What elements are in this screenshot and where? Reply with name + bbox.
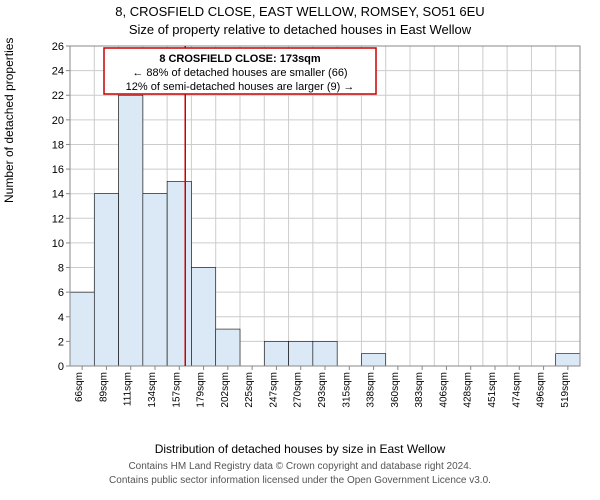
y-tick-label: 4 bbox=[58, 312, 64, 324]
x-tick-label: 315sqm bbox=[341, 372, 352, 408]
y-tick-label: 26 bbox=[52, 41, 64, 53]
histogram-bar bbox=[556, 354, 580, 366]
callout-line-1: 8 CROSFIELD CLOSE: 173sqm bbox=[159, 53, 321, 65]
x-tick-label: 406sqm bbox=[438, 372, 449, 408]
y-tick-label: 12 bbox=[52, 213, 64, 225]
callout-line-3: 12% of semi-detached houses are larger (… bbox=[126, 81, 355, 93]
histogram-bar bbox=[167, 181, 191, 366]
title-address: 8, CROSFIELD CLOSE, EAST WELLOW, ROMSEY,… bbox=[0, 4, 600, 19]
x-tick-label: 451sqm bbox=[487, 372, 498, 408]
histogram-bar bbox=[361, 354, 385, 366]
y-tick-label: 0 bbox=[58, 361, 64, 373]
histogram-bar bbox=[94, 194, 118, 366]
y-tick-label: 18 bbox=[52, 139, 64, 151]
y-tick-label: 16 bbox=[52, 164, 64, 176]
x-tick-label: 247sqm bbox=[268, 372, 279, 408]
chart-container: 8, CROSFIELD CLOSE, EAST WELLOW, ROMSEY,… bbox=[0, 0, 600, 500]
x-tick-label: 293sqm bbox=[317, 372, 328, 408]
histogram-bar bbox=[119, 95, 143, 366]
histogram-bar bbox=[289, 341, 313, 366]
y-tick-label: 6 bbox=[58, 287, 64, 299]
x-tick-label: 519sqm bbox=[560, 372, 571, 408]
x-tick-label: 66sqm bbox=[74, 372, 85, 402]
histogram-bar bbox=[313, 341, 337, 366]
y-tick-label: 8 bbox=[58, 263, 64, 275]
x-tick-label: 338sqm bbox=[366, 372, 377, 408]
x-axis-label: Distribution of detached houses by size … bbox=[0, 442, 600, 456]
x-tick-label: 474sqm bbox=[511, 372, 522, 408]
histogram-bar bbox=[264, 341, 288, 366]
footer-line-2: Contains public sector information licen… bbox=[0, 474, 600, 488]
x-tick-label: 179sqm bbox=[196, 372, 207, 408]
chart-svg: 0246810121416182022242666sqm89sqm111sqm1… bbox=[36, 40, 584, 420]
y-tick-label: 22 bbox=[52, 90, 64, 102]
x-tick-label: 134sqm bbox=[147, 372, 158, 408]
y-tick-label: 24 bbox=[52, 66, 64, 78]
x-tick-label: 111sqm bbox=[123, 372, 134, 406]
x-tick-label: 270sqm bbox=[293, 372, 304, 408]
x-tick-label: 202sqm bbox=[220, 372, 231, 408]
x-tick-label: 360sqm bbox=[390, 372, 401, 408]
x-tick-label: 89sqm bbox=[98, 372, 109, 402]
chart-area: 0246810121416182022242666sqm89sqm111sqm1… bbox=[36, 40, 584, 420]
histogram-bar bbox=[216, 329, 240, 366]
histogram-bar bbox=[143, 194, 167, 366]
y-tick-label: 2 bbox=[58, 336, 64, 348]
x-tick-label: 157sqm bbox=[171, 372, 182, 408]
x-tick-label: 383sqm bbox=[414, 372, 425, 408]
title-subtitle: Size of property relative to detached ho… bbox=[0, 22, 600, 37]
histogram-bar bbox=[70, 292, 94, 366]
histogram-bar bbox=[191, 268, 215, 366]
x-tick-label: 225sqm bbox=[244, 372, 255, 408]
y-tick-label: 20 bbox=[52, 115, 64, 127]
x-tick-label: 496sqm bbox=[536, 372, 547, 408]
footer-attribution: Contains HM Land Registry data © Crown c… bbox=[0, 460, 600, 487]
footer-line-1: Contains HM Land Registry data © Crown c… bbox=[0, 460, 600, 474]
x-tick-label: 428sqm bbox=[463, 372, 474, 408]
y-tick-label: 10 bbox=[52, 238, 64, 250]
callout-line-2: ← 88% of detached houses are smaller (66… bbox=[132, 67, 347, 79]
y-tick-label: 14 bbox=[52, 189, 64, 201]
y-axis-label: Number of detached properties bbox=[2, 38, 16, 203]
